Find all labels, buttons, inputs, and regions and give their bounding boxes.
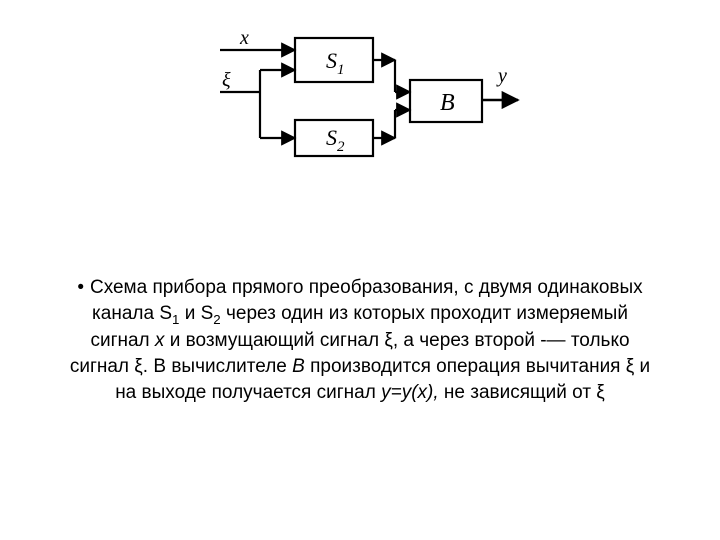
bullet-icon: • xyxy=(77,275,84,301)
input-xi-label: ξ xyxy=(222,69,231,91)
caption-s1: S1 xyxy=(159,303,179,324)
slide-page: S1 S2 B x ξ xyxy=(0,0,720,540)
diagram-svg: S1 S2 B x ξ xyxy=(200,20,520,190)
block-diagram: S1 S2 B x ξ xyxy=(200,20,520,190)
input-x-label: x xyxy=(239,27,249,49)
node-s1-label: S1 xyxy=(326,48,345,78)
caption-s2: S2 xyxy=(201,303,221,324)
caption-text-5: не зависящий от ξ xyxy=(439,382,605,403)
caption-yeq: у=y(x), xyxy=(381,382,439,403)
output-y-label: y xyxy=(496,65,507,87)
node-s2-label: S2 xyxy=(326,125,345,155)
caption-x: х xyxy=(155,330,165,351)
caption-b: В xyxy=(292,356,305,377)
caption-and: и xyxy=(179,303,200,324)
caption-paragraph: •Схема прибора прямого преобразования, с… xyxy=(60,275,660,405)
node-b-label: B xyxy=(440,90,455,116)
